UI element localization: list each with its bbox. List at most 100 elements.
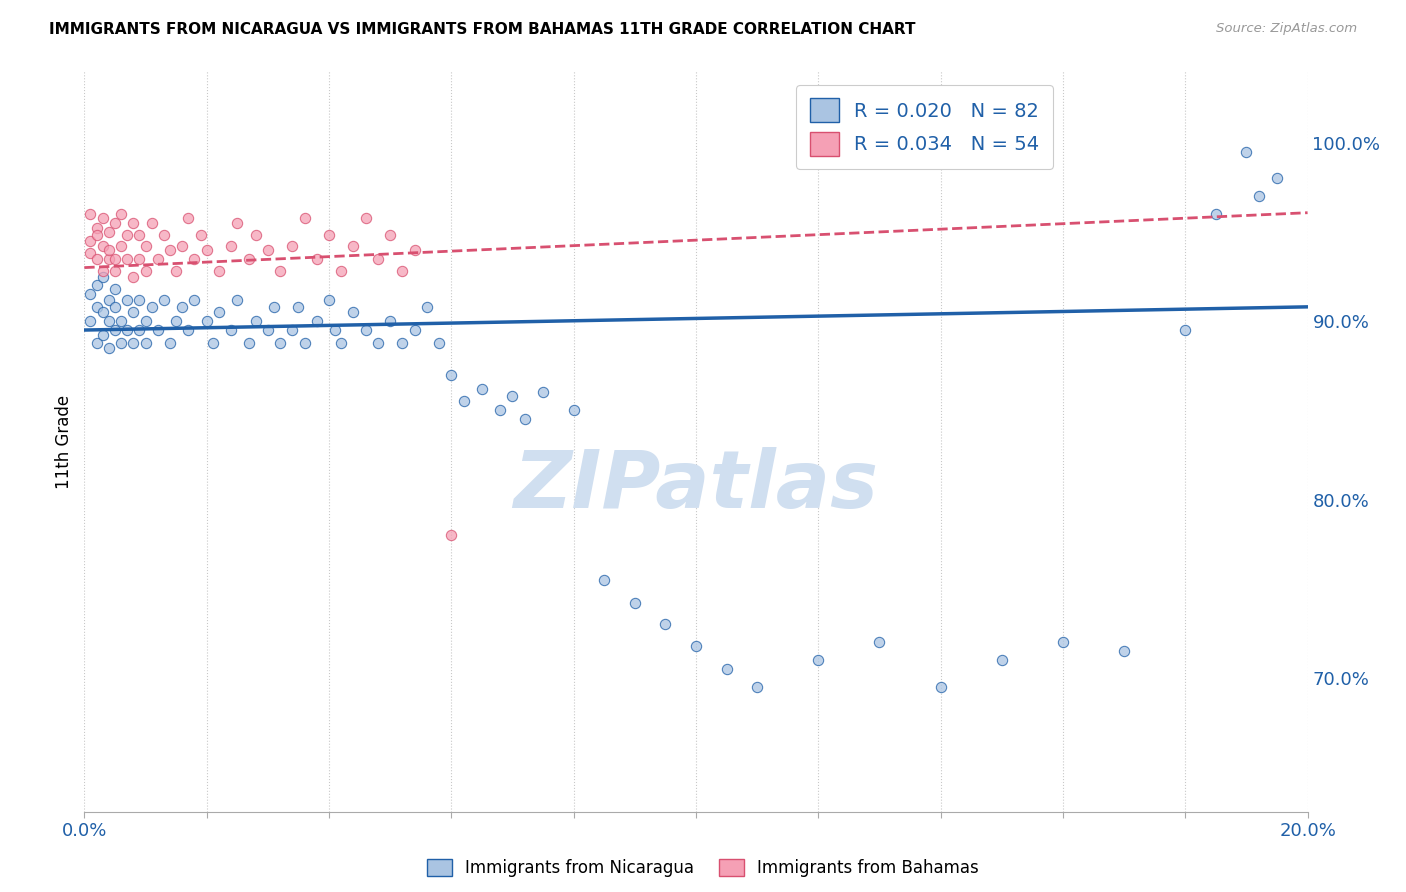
Point [86,228,108,243]
Point [226,293,249,307]
Point [404,243,426,257]
Point [79,234,101,248]
Point [305,314,328,328]
Point [135,264,157,278]
Point [135,314,157,328]
Point [869,635,891,649]
Point [104,323,127,337]
Point [128,323,150,337]
Point [294,211,316,225]
Point [165,314,187,328]
Point [97,252,120,266]
Point [219,239,242,253]
Point [380,228,402,243]
Point [453,394,475,409]
Point [330,264,353,278]
Point [141,216,163,230]
Point [208,264,231,278]
Point [91,328,114,343]
Point [269,264,291,278]
Point [1052,635,1074,649]
Point [624,596,647,610]
Point [91,211,114,225]
Point [122,269,145,284]
Point [354,211,377,225]
Point [115,293,138,307]
Point [115,228,138,243]
Point [471,382,494,396]
Point [183,293,205,307]
Point [153,293,176,307]
Point [654,617,676,632]
Point [91,239,114,253]
Legend: Immigrants from Nicaragua, Immigrants from Bahamas: Immigrants from Nicaragua, Immigrants fr… [420,852,986,884]
Point [716,662,738,676]
Point [153,228,176,243]
Point [245,228,267,243]
Point [115,323,138,337]
Point [159,335,181,350]
Point [86,335,108,350]
Point [91,264,114,278]
Point [122,335,145,350]
Point [91,269,114,284]
Point [1265,171,1288,186]
Point [97,293,120,307]
Point [391,335,413,350]
Point [86,252,108,266]
Point [440,368,463,382]
Point [208,305,231,319]
Text: Source: ZipAtlas.com: Source: ZipAtlas.com [1216,22,1357,36]
Point [1236,145,1258,159]
Point [391,264,413,278]
Point [531,385,554,400]
Point [323,323,346,337]
Point [79,207,101,221]
Point [104,300,127,314]
Point [593,573,616,587]
Point [367,335,389,350]
Point [318,228,340,243]
Point [281,239,304,253]
Point [177,211,200,225]
Point [177,323,200,337]
Point [135,239,157,253]
Point [380,314,402,328]
Point [257,323,280,337]
Point [146,252,169,266]
Point [1114,644,1136,658]
Point [128,228,150,243]
Point [330,335,353,350]
Point [110,314,132,328]
Point [263,300,285,314]
Point [281,323,304,337]
Point [86,221,108,235]
Point [195,314,218,328]
Point [226,216,249,230]
Point [1205,207,1227,221]
Point [929,680,952,694]
Point [219,323,242,337]
Point [238,252,260,266]
Point [1247,189,1270,203]
Point [342,239,364,253]
Point [128,293,150,307]
Point [245,314,267,328]
Point [513,412,536,426]
Point [97,225,120,239]
Point [97,341,120,355]
Point [159,243,181,257]
Point [354,323,377,337]
Point [287,300,309,314]
Point [79,287,101,301]
Point [104,252,127,266]
Point [104,264,127,278]
Point [86,278,108,293]
Point [165,264,187,278]
Point [91,305,114,319]
Point [269,335,291,350]
Point [991,653,1014,667]
Point [183,252,205,266]
Point [747,680,769,694]
Point [195,243,218,257]
